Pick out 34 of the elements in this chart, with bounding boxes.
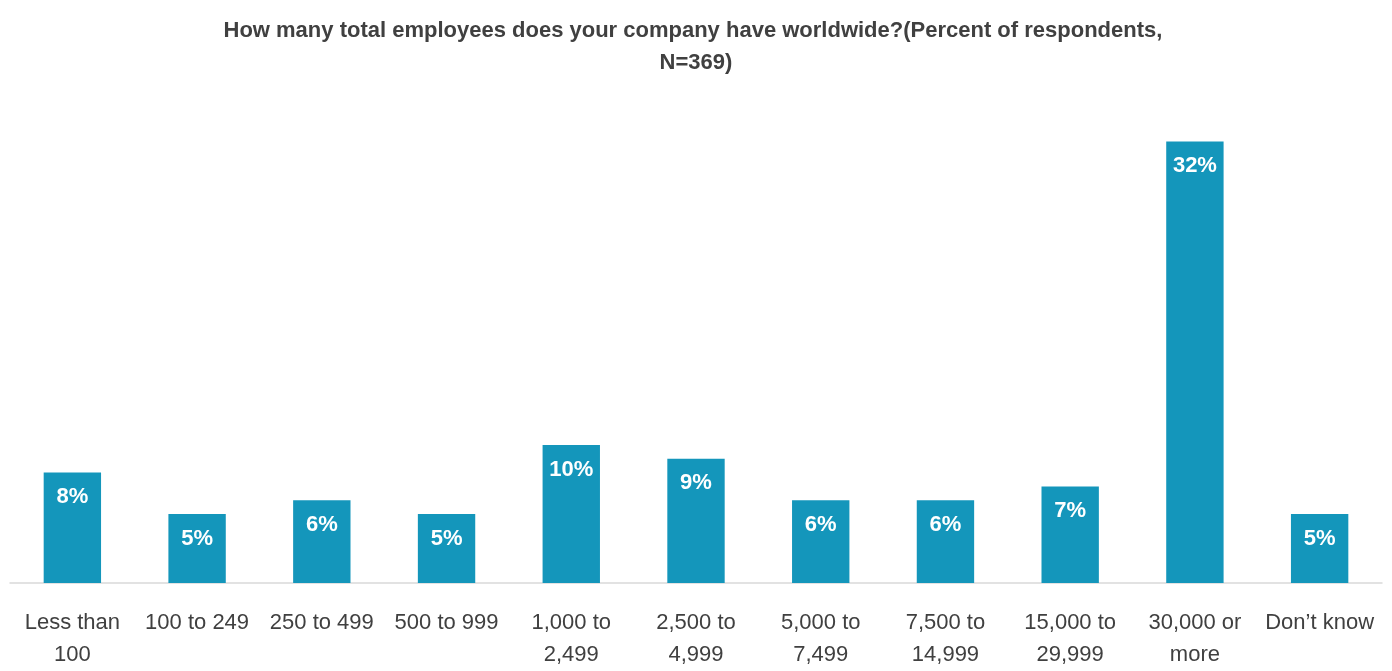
x-tick-label: 2,500 to 4,999 bbox=[656, 608, 736, 666]
data-label: 10% bbox=[549, 455, 594, 481]
bar bbox=[792, 500, 850, 583]
data-label: 32% bbox=[1172, 151, 1217, 177]
bar bbox=[293, 500, 351, 583]
bar bbox=[542, 445, 600, 583]
x-tick-label: 250 to 499 bbox=[269, 608, 374, 634]
data-label: 5% bbox=[430, 524, 463, 550]
data-label: 5% bbox=[181, 524, 213, 550]
data-label: 8% bbox=[56, 483, 89, 509]
bar bbox=[417, 514, 476, 583]
bar bbox=[168, 514, 226, 583]
x-tick-label: 30,000 or more bbox=[1148, 608, 1242, 666]
bar bbox=[43, 472, 102, 583]
x-tick-label: 100 to 249 bbox=[145, 608, 250, 634]
data-label: 6% bbox=[929, 510, 962, 536]
data-label: 7% bbox=[1054, 496, 1087, 522]
data-label: 5% bbox=[1303, 524, 1336, 550]
bar bbox=[1166, 141, 1224, 583]
x-tick-label: 7,500 to 14,999 bbox=[905, 608, 986, 666]
data-label: 9% bbox=[680, 469, 712, 495]
data-label: 6% bbox=[804, 510, 837, 536]
x-tick-label: 5,000 to 7,499 bbox=[780, 608, 861, 666]
bar bbox=[667, 458, 725, 583]
data-label: 6% bbox=[305, 510, 338, 536]
x-tick-label: 15,000 to 29,999 bbox=[1024, 608, 1117, 666]
x-tick-label: Don’t know bbox=[1265, 608, 1375, 634]
chart-title: How many total employees does your company have worldwide?(Percent of respondents, N=369) bbox=[223, 16, 1169, 74]
bar bbox=[1041, 486, 1099, 583]
x-tick-label: 1,000 to 2,499 bbox=[531, 608, 612, 666]
x-tick-label: Less than 100 bbox=[24, 608, 121, 666]
bar bbox=[916, 500, 975, 583]
bar bbox=[1290, 514, 1349, 583]
x-tick-label: 500 to 999 bbox=[394, 608, 499, 634]
